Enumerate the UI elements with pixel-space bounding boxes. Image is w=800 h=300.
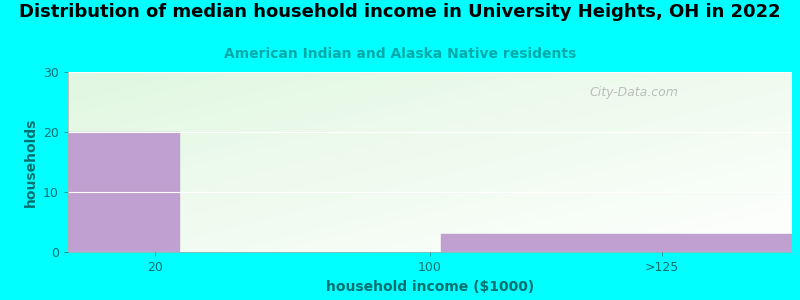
Bar	[441, 234, 792, 252]
Y-axis label: households: households	[23, 117, 38, 207]
Text: City-Data.com: City-Data.com	[590, 86, 678, 99]
Text: American Indian and Alaska Native residents: American Indian and Alaska Native reside…	[224, 46, 576, 61]
Text: Distribution of median household income in University Heights, OH in 2022: Distribution of median household income …	[19, 3, 781, 21]
X-axis label: household income ($1000): household income ($1000)	[326, 280, 534, 294]
Bar	[68, 132, 180, 252]
